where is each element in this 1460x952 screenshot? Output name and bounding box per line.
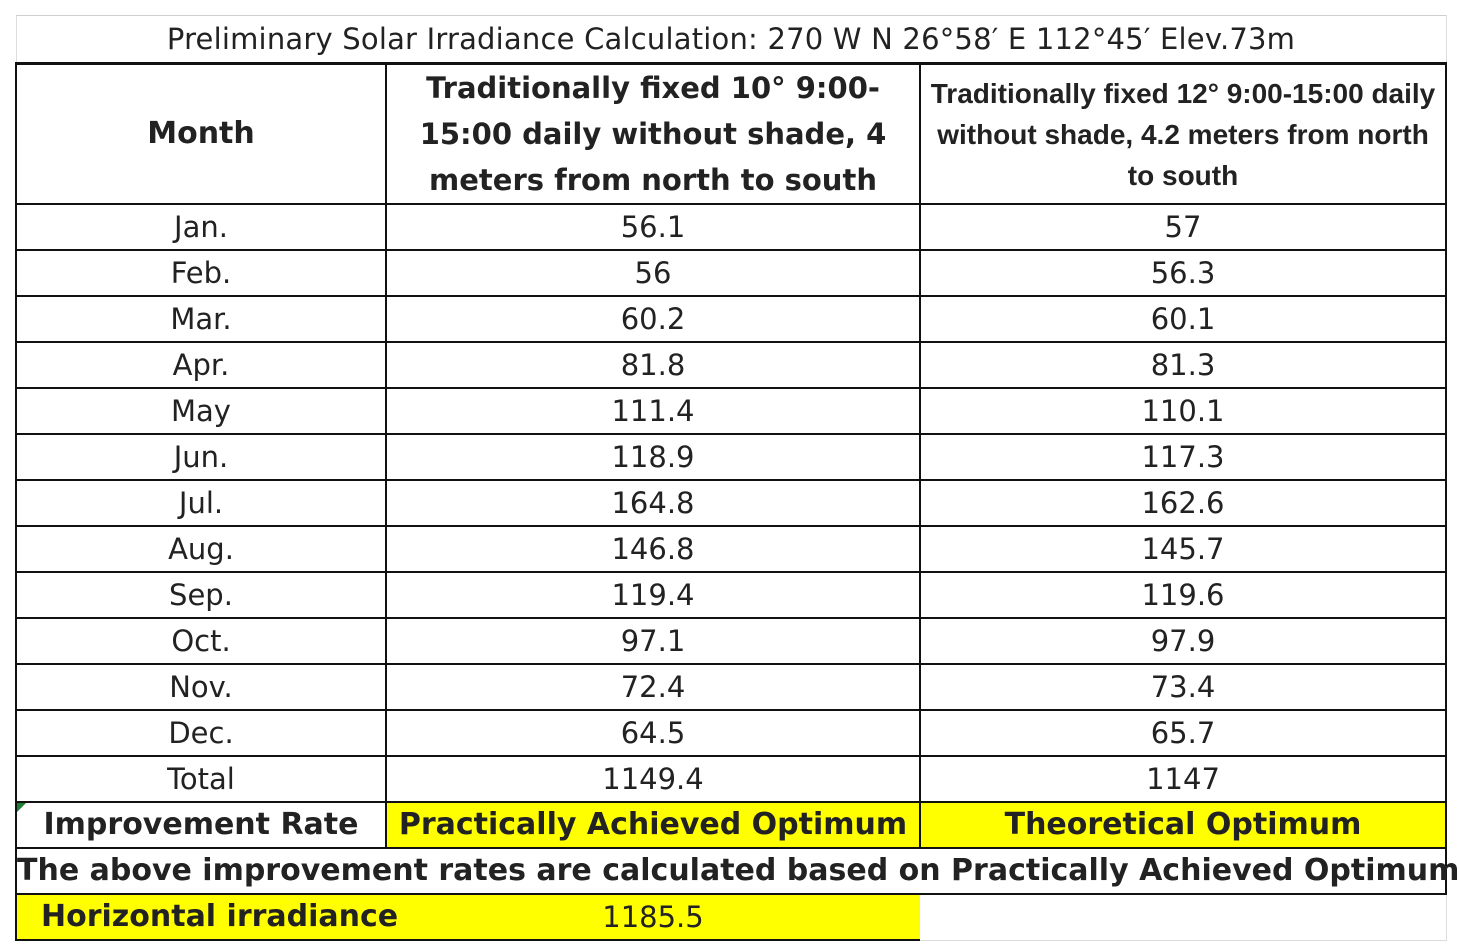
month-cell[interactable]: Sep. xyxy=(15,571,387,619)
fixed-12deg-value[interactable]: 119.6 xyxy=(918,571,1448,619)
fixed-12deg-value[interactable]: 57 xyxy=(918,203,1448,251)
irradiance-table: Preliminary Solar Irradiance Calculation… xyxy=(14,15,1459,941)
month-cell[interactable]: Jul. xyxy=(15,479,387,527)
table-row: Jul. 164.8 162.6 xyxy=(15,479,1448,527)
fixed-12deg-value[interactable]: 97.9 xyxy=(918,617,1448,665)
horizontal-irradiance-label[interactable]: Horizontal irradiance xyxy=(15,893,398,941)
practically-achieved-optimum[interactable]: Practically Achieved Optimum xyxy=(385,801,921,849)
fixed-10deg-value[interactable]: 56.1 xyxy=(385,203,921,251)
fixed-12deg-value[interactable]: 56.3 xyxy=(918,249,1448,297)
header-fixed-12deg[interactable]: Traditionally fixed 12° 9:00-15:00 daily… xyxy=(918,62,1448,205)
table-row: Apr. 81.8 81.3 xyxy=(15,341,1448,389)
cell-comment-marker xyxy=(17,803,26,812)
fixed-12deg-value[interactable]: 162.6 xyxy=(918,479,1448,527)
improvement-note[interactable]: The above improvement rates are calculat… xyxy=(14,847,1459,895)
fixed-12deg-value[interactable]: 73.4 xyxy=(918,663,1448,711)
table-row: Oct. 97.1 97.9 xyxy=(15,617,1448,665)
month-cell[interactable]: Jun. xyxy=(15,433,387,481)
table-row: Mar. 60.2 60.1 xyxy=(15,295,1448,343)
month-cell[interactable]: May xyxy=(15,387,387,435)
improvement-rate-row: Improvement Rate Practically Achieved Opt… xyxy=(15,801,1448,849)
month-cell[interactable]: Dec. xyxy=(15,709,387,757)
table-row: Nov. 72.4 73.4 xyxy=(15,663,1448,711)
fixed-10deg-value[interactable]: 64.5 xyxy=(385,709,921,757)
header-fixed-10deg[interactable]: Traditionally fixed 10° 9:00-15:00 daily… xyxy=(385,62,921,205)
table-row: Dec. 64.5 65.7 xyxy=(15,709,1448,757)
fixed-10deg-value[interactable]: 60.2 xyxy=(385,295,921,343)
fixed-10deg-value[interactable]: 111.4 xyxy=(385,387,921,435)
fixed-12deg-value[interactable]: 65.7 xyxy=(918,709,1448,757)
fixed-10deg-value[interactable]: 72.4 xyxy=(385,663,921,711)
total-fixed-12deg[interactable]: 1147 xyxy=(918,755,1448,803)
header-month[interactable]: Month xyxy=(15,62,387,205)
table-row: Aug. 146.8 145.7 xyxy=(15,525,1448,573)
theoretical-optimum[interactable]: Theoretical Optimum xyxy=(918,801,1448,849)
month-cell[interactable]: Jan. xyxy=(15,203,387,251)
fixed-10deg-value[interactable]: 118.9 xyxy=(385,433,921,481)
fixed-10deg-value[interactable]: 119.4 xyxy=(385,571,921,619)
fixed-10deg-value[interactable]: 56 xyxy=(385,249,921,297)
fixed-12deg-value[interactable]: 117.3 xyxy=(918,433,1448,481)
total-label[interactable]: Total xyxy=(15,755,387,803)
fixed-12deg-value[interactable]: 60.1 xyxy=(918,295,1448,343)
table-row: Feb. 56 56.3 xyxy=(15,249,1448,297)
empty-cell[interactable] xyxy=(920,893,1447,941)
table-row: Jan. 56.1 57 xyxy=(15,203,1448,251)
fixed-10deg-value[interactable]: 97.1 xyxy=(385,617,921,665)
fixed-10deg-value[interactable]: 81.8 xyxy=(385,341,921,389)
horizontal-irradiance-value[interactable]: 1185.5 xyxy=(386,893,920,941)
header-row: Month Traditionally fixed 10° 9:00-15:00… xyxy=(15,62,1448,205)
title-row: Preliminary Solar Irradiance Calculation… xyxy=(15,15,1447,65)
fixed-12deg-value[interactable]: 145.7 xyxy=(918,525,1448,573)
month-cell[interactable]: Apr. xyxy=(15,341,387,389)
spreadsheet-table-container: Preliminary Solar Irradiance Calculation… xyxy=(14,15,1459,941)
month-cell[interactable]: Aug. xyxy=(15,525,387,573)
total-row: Total 1149.4 1147 xyxy=(15,755,1448,803)
horizontal-irradiance-row: Horizontal irradiance 1185.5 xyxy=(15,893,1447,941)
table-row: Sep. 119.4 119.6 xyxy=(15,571,1448,619)
month-cell[interactable]: Mar. xyxy=(15,295,387,343)
month-cell[interactable]: Oct. xyxy=(15,617,387,665)
month-cell[interactable]: Feb. xyxy=(15,249,387,297)
total-fixed-10deg[interactable]: 1149.4 xyxy=(385,755,921,803)
table-row: Jun. 118.9 117.3 xyxy=(15,433,1448,481)
table-title[interactable]: Preliminary Solar Irradiance Calculation… xyxy=(15,15,1447,65)
fixed-12deg-value[interactable]: 81.3 xyxy=(918,341,1448,389)
fixed-10deg-value[interactable]: 164.8 xyxy=(385,479,921,527)
improvement-rate-label[interactable]: Improvement Rate xyxy=(15,801,387,849)
table-row: May 111.4 110.1 xyxy=(15,387,1448,435)
fixed-10deg-value[interactable]: 146.8 xyxy=(385,525,921,573)
month-cell[interactable]: Nov. xyxy=(15,663,387,711)
fixed-12deg-value[interactable]: 110.1 xyxy=(918,387,1448,435)
note-row: The above improvement rates are calculat… xyxy=(14,847,1459,895)
